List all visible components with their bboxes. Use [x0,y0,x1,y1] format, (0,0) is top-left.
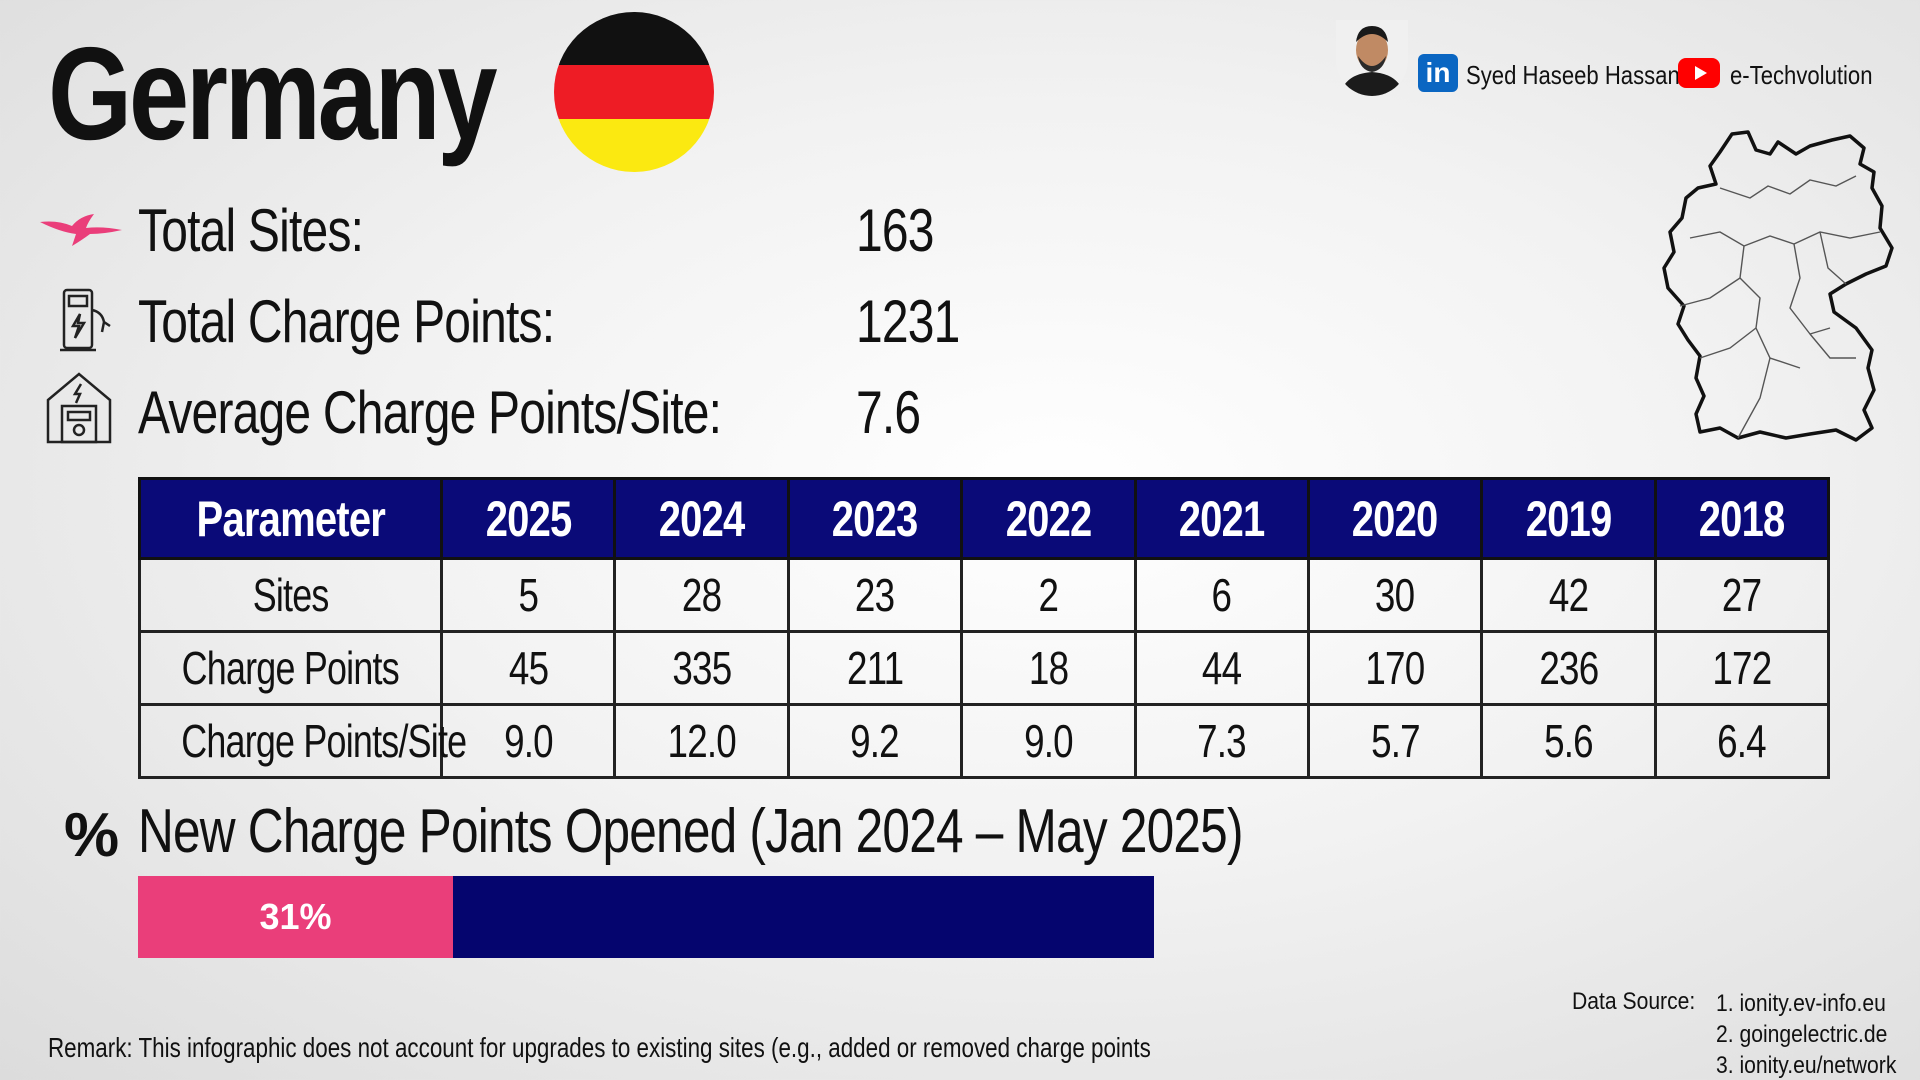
table-cell: 172 [1653,630,1831,706]
data-source-label: Data Source: [1572,988,1696,1015]
table-cell: 211 [786,630,964,706]
bird-logo-icon [40,214,122,246]
column-header: 2024 [613,477,790,560]
yearly-data-table: Parameter 2025 2024 2023 2022 2021 2020 … [138,477,1831,779]
remark-text: Remark: This infographic does not accoun… [48,1032,1151,1063]
charging-station-icon [46,372,112,444]
table-cell: Sites [138,557,443,633]
stat-label-average-charge-points: Average Charge Points/Site: [138,379,722,446]
table-cell: 23 [786,557,964,633]
germany-flag-icon [554,12,714,172]
progress-bar-fill: 31% [138,876,453,958]
table-cell: 30 [1306,557,1484,633]
column-header: 2020 [1306,477,1484,560]
data-source-item: 2. goingelectric.de [1716,1021,1888,1048]
page-title: Germany [48,20,498,167]
data-source-list: 1. ionity.ev-info.eu 2. goingelectric.de… [1716,988,1920,1080]
table-cell: 5.6 [1480,703,1657,779]
youtube-icon[interactable] [1678,58,1720,88]
table-cell: 45 [439,630,617,706]
section-title: New Charge Points Opened (Jan 2024 – May… [138,797,1243,866]
table-row: Charge Points 45 335 211 18 44 170 236 1… [138,630,1831,706]
table-cell: 9.0 [439,703,617,779]
table-cell: 335 [613,630,790,706]
progress-label: 31% [259,896,332,937]
stat-label-total-charge-points: Total Charge Points: [138,288,555,355]
table-cell: 28 [613,557,790,633]
table-cell: 236 [1480,630,1657,706]
percent-icon: % [64,801,120,870]
stat-value-average-charge-points: 7.6 [856,379,921,446]
table-cell: Charge Points [138,630,443,706]
author-name: Syed Haseeb Hassan [1466,60,1680,90]
table-cell: 18 [960,630,1137,706]
table-cell: Charge Points/Site [138,703,467,779]
germany-map-icon [1662,130,1894,442]
progress-bar: 31% [138,876,1154,958]
data-source-item: 1. ionity.ev-info.eu [1716,990,1886,1017]
table-cell: 6 [1133,557,1310,633]
stat-value-total-sites: 163 [856,197,934,264]
table-row: Sites 5 28 23 2 6 30 42 27 [138,557,1831,633]
column-header: 2018 [1653,477,1831,560]
column-header: Parameter [138,477,443,560]
linkedin-icon[interactable]: in [1418,54,1458,92]
table-cell: 12.0 [613,703,790,779]
table-row: Charge Points/Site 9.0 12.0 9.2 9.0 7.3 … [138,703,1831,779]
column-header: 2021 [1133,477,1310,560]
charger-icon [60,288,111,352]
table-cell: 5 [439,557,617,633]
table-cell: 42 [1480,557,1657,633]
column-header: 2023 [786,477,964,560]
table-cell: 2 [960,557,1137,633]
table-cell: 27 [1653,557,1831,633]
column-header: 2025 [439,477,617,560]
table-cell: 44 [1133,630,1310,706]
table-cell: 6.4 [1653,703,1831,779]
table-cell: 170 [1306,630,1484,706]
column-header: 2022 [960,477,1137,560]
table-cell: 9.2 [786,703,964,779]
column-header: 2019 [1480,477,1657,560]
table-cell: 9.0 [960,703,1137,779]
stat-label-total-sites: Total Sites: [138,197,364,264]
table-cell: 5.7 [1306,703,1484,779]
table-cell: 7.3 [1133,703,1310,779]
avatar [1336,20,1408,96]
data-source-item: 3. ionity.eu/network [1716,1052,1897,1079]
table-header-row: Parameter 2025 2024 2023 2022 2021 2020 … [138,477,1831,560]
channel-name: e-Techvolution [1730,60,1873,90]
stat-value-total-charge-points: 1231 [856,288,960,355]
